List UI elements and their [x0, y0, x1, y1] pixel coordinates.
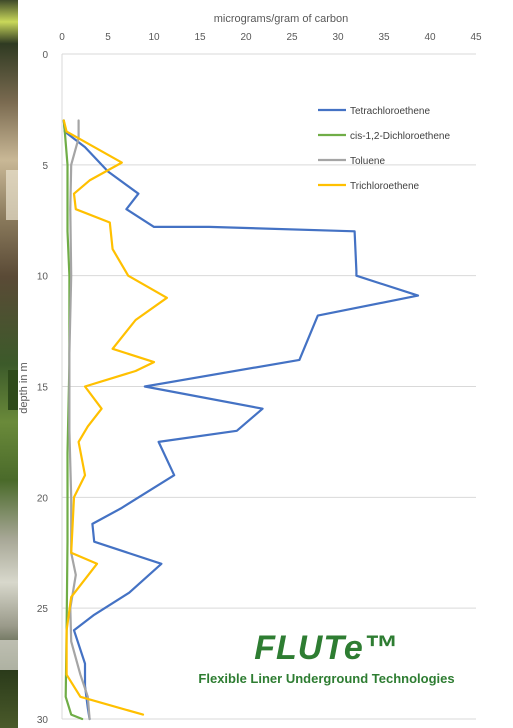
background-photo-strip: [0, 0, 18, 728]
y-tick-label: 25: [37, 604, 49, 615]
legend-label: cis-1,2-Dichloroethene: [350, 131, 450, 142]
x-tick-label: 25: [286, 32, 298, 43]
x-tick-label: 45: [470, 32, 482, 43]
y-tick-label: 10: [37, 272, 49, 283]
logo-name: FLUTe™: [254, 629, 399, 667]
series-lines: [62, 119, 420, 721]
legend: Tetrachloroethene cis-1,2-Dichloroethene T…: [318, 106, 450, 192]
x-tick-label: 40: [424, 32, 436, 43]
photo-detail: [8, 370, 18, 410]
series-line-toluene: [68, 119, 91, 721]
photo-detail: [0, 640, 18, 670]
flute-logo: FLUTe™ Flexible Liner Underground Techno…: [140, 628, 513, 708]
y-tick-label: 0: [42, 50, 48, 61]
x-tick-label: 30: [332, 32, 344, 43]
gridlines: [62, 53, 476, 720]
x-tick-label: 5: [105, 32, 111, 43]
x-axis-title: micrograms/gram of carbon: [214, 13, 349, 25]
y-tick-label: 5: [42, 161, 48, 172]
y-tick-label: 30: [37, 715, 49, 726]
x-tick-label: 0: [59, 32, 65, 43]
y-axis-title: depth in m: [18, 362, 30, 413]
photo-detail: [6, 170, 18, 220]
y-tick-labels: 0 5 10 15 20 25 30: [37, 50, 49, 726]
x-tick-label: 35: [378, 32, 390, 43]
legend-label: Toluene: [350, 156, 385, 167]
legend-label: Trichloroethene: [350, 181, 420, 192]
logo-tagline: Flexible Liner Underground Technologies: [198, 671, 455, 686]
series-line-trichloroethene: [62, 119, 168, 716]
x-tick-label: 10: [148, 32, 160, 43]
legend-label: Tetrachloroethene: [350, 106, 430, 117]
y-tick-label: 15: [37, 383, 49, 394]
series-line-tetrachloroethene: [62, 119, 420, 721]
x-tick-label: 20: [240, 32, 252, 43]
y-tick-label: 20: [37, 493, 49, 504]
x-tick-label: 15: [194, 32, 206, 43]
x-tick-labels: 0 5 10 15 20 25 30 35 40 45: [59, 32, 482, 43]
